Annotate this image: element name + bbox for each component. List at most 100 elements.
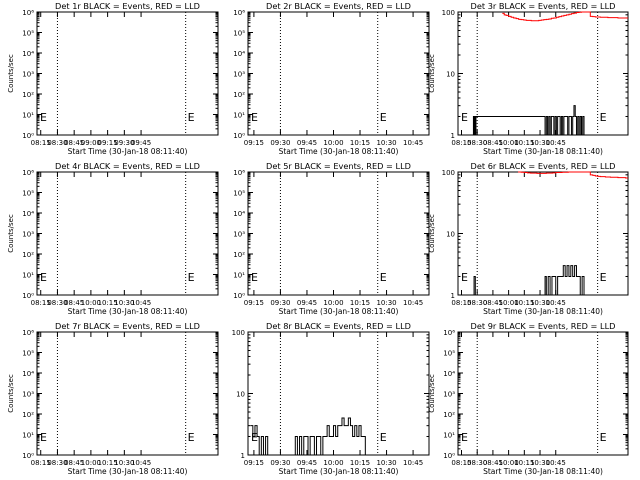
x-tick-label: 08:30 [47,139,67,147]
x-tick-label: 10:00 [323,459,343,467]
y-tick-label: 10⁵ [22,350,34,358]
y-tick-label: 10⁶ [233,9,245,17]
y-tick-label: 10⁰ [233,132,245,140]
x-tick-label: 10:15 [514,299,534,307]
y-tick-label: 10¹ [233,272,245,280]
x-tick-label: 08:45 [64,299,84,307]
y-tick-label: 10² [22,251,34,259]
x-tick-label: 10:30 [376,459,396,467]
x-tick-label: 08:15 [31,459,51,467]
x-axis-label: Start Time (30-Jan-18 08:11:40) [279,147,399,156]
chart-panel-3: Det 3r BLACK = Events, RED = LLD 1 10 100 08… [428,1,629,156]
lld-series-line [518,171,628,179]
y-tick-label: 10¹ [22,112,34,120]
y-tick-label: 1 [451,292,455,300]
event-marker-label: E [40,271,47,284]
y-axis-label: Counts/sec [7,374,15,413]
y-axis-label: Counts/sec [428,54,436,93]
event-marker-label: E [251,271,258,284]
y-tick-label: 10⁵ [443,350,455,358]
x-tick-label: 10:45 [546,139,566,147]
y-tick-label: 10⁶ [233,169,245,177]
y-tick-label: 10³ [443,391,455,399]
y-tick-label: 10⁰ [22,452,34,460]
y-tick-label: 10⁶ [443,329,455,337]
chart-title: Det 2r BLACK = Events, RED = LLD [266,1,411,11]
x-axis-label: Start Time (30-Jan-18 08:11:40) [279,307,399,316]
event-marker-label: E [461,271,468,284]
event-marker-label: E [461,111,468,124]
chart-title: Det 6r BLACK = Events, RED = LLD [471,161,616,171]
event-marker-label: E [251,111,258,124]
x-tick-label: 10:15 [350,459,370,467]
chart-panel-2: Det 2r BLACK = Events, RED = LLD 10⁰ 10¹ 10… [233,1,430,156]
y-axis-label: Counts/sec [7,214,15,253]
event-marker-label: E [188,431,195,444]
x-tick-label: 10:00 [499,459,519,467]
chart-panel-1: Det 1r BLACK = Events, RED = LLD 10⁰ 10¹ 10… [7,1,219,156]
x-tick-label: 08:30 [467,459,487,467]
x-tick-label: 10:45 [131,459,151,467]
event-marker-label: E [600,271,607,284]
chart-title: Det 1r BLACK = Events, RED = LLD [55,1,200,11]
x-tick-label: 10:45 [131,299,151,307]
x-tick-label: 08:45 [483,299,503,307]
x-tick-label: 10:15 [98,459,118,467]
y-tick-label: 10⁴ [22,210,34,218]
event-marker-label: E [380,271,387,284]
x-tick-label: 09:15 [244,299,264,307]
x-tick-label: 10:00 [323,299,343,307]
event-marker-label: E [600,431,607,444]
y-tick-label: 100 [442,169,455,177]
y-tick-label: 10² [233,91,245,99]
y-tick-label: 10⁴ [233,210,245,218]
y-tick-label: 10³ [233,231,245,239]
chart-title: Det 9r BLACK = Events, RED = LLD [471,321,616,331]
y-tick-label: 10⁰ [22,292,34,300]
x-tick-label: 08:30 [467,299,487,307]
x-axis-label: Start Time (30-Jan-18 08:11:40) [483,467,603,476]
y-tick-label: 10⁰ [443,452,455,460]
x-tick-label: 08:30 [47,299,67,307]
y-tick-label: 10³ [22,391,34,399]
x-axis-label: Start Time (30-Jan-18 08:11:40) [68,467,188,476]
event-marker-label: E [380,111,387,124]
plot-frame [247,11,430,136]
x-tick-label: 09:30 [270,139,290,147]
x-tick-label: 09:30 [270,299,290,307]
y-tick-label: 10³ [22,231,34,239]
x-tick-label: 09:30 [114,139,134,147]
event-marker-label: E [380,431,387,444]
y-tick-label: 10⁰ [233,292,245,300]
x-tick-label: 08:15 [451,299,471,307]
x-tick-label: 10:15 [350,299,370,307]
x-tick-label: 10:30 [530,139,550,147]
chart-panel-8: Det 8r BLACK = Events, RED = LLD 1 10 100 09… [232,321,430,476]
y-tick-label: 10 [236,391,245,399]
event-marker-label: E [40,111,47,124]
chart-title: Det 5r BLACK = Events, RED = LLD [266,161,411,171]
y-tick-label: 10⁵ [233,190,245,198]
x-tick-label: 08:45 [64,139,84,147]
x-tick-label: 10:30 [530,299,550,307]
y-tick-label: 10¹ [443,432,455,440]
x-tick-label: 08:45 [483,139,503,147]
y-tick-label: 1 [241,452,245,460]
chart-title: Det 3r BLACK = Events, RED = LLD [471,1,616,11]
y-tick-label: 10⁵ [22,30,34,38]
x-tick-label: 10:45 [546,459,566,467]
y-tick-label: 10 [446,71,455,79]
chart-title: Det 4r BLACK = Events, RED = LLD [55,161,200,171]
x-tick-label: 08:45 [483,459,503,467]
y-tick-label: 1 [451,132,455,140]
y-axis-label: Counts/sec [7,54,15,93]
x-tick-label: 08:15 [451,139,471,147]
chart-panel-5: Det 5r BLACK = Events, RED = LLD 10⁰ 10¹ 10… [233,161,430,316]
event-marker-label: E [461,431,468,444]
y-tick-label: 10¹ [233,112,245,120]
x-axis-label: Start Time (30-Jan-18 08:11:40) [68,307,188,316]
y-tick-label: 10⁴ [22,50,34,58]
event-marker-label: E [188,111,195,124]
lld-series-line [502,11,628,22]
